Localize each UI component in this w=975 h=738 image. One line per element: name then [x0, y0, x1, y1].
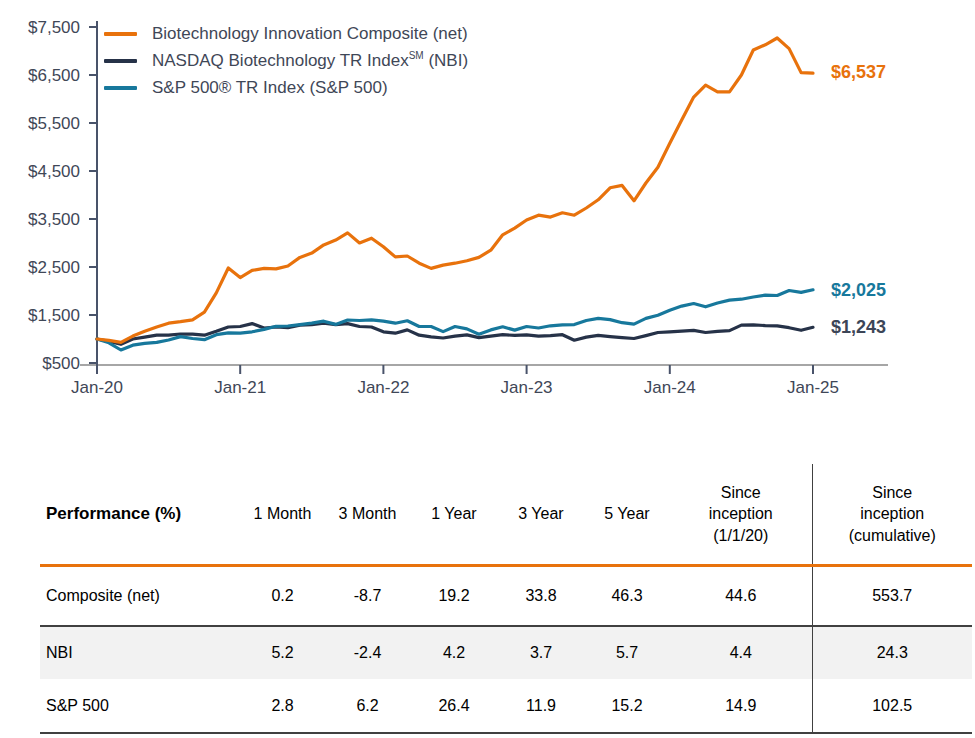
col-header-5-year: 5 Year: [584, 464, 670, 566]
x-axis-label: Jan-21: [214, 378, 266, 397]
legend-item-composite: Biotechnology Innovation Composite (net): [104, 20, 468, 47]
x-axis-label: Jan-22: [357, 378, 409, 397]
table-row-composite: Composite (net) 0.2 -8.7 19.2 33.8 46.3 …: [40, 566, 972, 627]
cell-sp500-cumulative: 102.5: [812, 679, 972, 733]
y-axis-label: $6,500: [28, 66, 80, 85]
cell-sp500-1-year: 26.4: [410, 679, 498, 733]
y-axis-label: $4,500: [28, 162, 80, 181]
y-axis-label: $2,500: [28, 258, 80, 277]
table-header-row: Performance (%) 1 Month 3 Month 1 Year 3…: [40, 464, 972, 566]
col-header-1-year: 1 Year: [410, 464, 498, 566]
legend-label-nbi: NASDAQ Biotechnology TR IndexSM (NBI): [152, 51, 468, 71]
cell-composite-1-year: 19.2: [410, 566, 498, 627]
row-label-nbi: NBI: [40, 626, 240, 679]
composite-line-swatch: [104, 32, 137, 36]
performance-table-section: Performance (%) 1 Month 3 Month 1 Year 3…: [40, 464, 972, 734]
cell-sp500-3-year: 11.9: [498, 679, 584, 733]
y-axis-label: $3,500: [28, 210, 80, 229]
y-axis-label: $7,500: [28, 18, 80, 37]
cell-composite-1-month: 0.2: [240, 566, 325, 627]
cell-composite-since-inception: 44.6: [670, 566, 812, 627]
x-axis-label: Jan-25: [787, 378, 839, 397]
cell-nbi-1-month: 5.2: [240, 626, 325, 679]
cell-sp500-1-month: 2.8: [240, 679, 325, 733]
cell-sp500-5-year: 15.2: [584, 679, 670, 733]
y-axis-label: $5,500: [28, 114, 80, 133]
sp500-end-value-label: $2,025: [831, 280, 886, 301]
performance-table-title: Performance (%): [40, 464, 240, 566]
nbi-line-swatch: [104, 59, 137, 63]
cell-nbi-cumulative: 24.3: [812, 626, 972, 679]
cell-nbi-3-year: 3.7: [498, 626, 584, 679]
legend-item-sp500: S&P 500® TR Index (S&P 500): [104, 74, 468, 101]
cell-sp500-3-month: 6.2: [325, 679, 410, 733]
nbi-end-value-label: $1,243: [831, 317, 886, 338]
col-header-3-month: 3 Month: [325, 464, 410, 566]
chart-legend: Biotechnology Innovation Composite (net)…: [104, 20, 468, 101]
x-axis-label: Jan-20: [71, 378, 123, 397]
cell-composite-3-month: -8.7: [325, 566, 410, 627]
growth-of-1000-chart: Jan-20 Jan-21 Jan-22 Jan-23 Jan-24 Jan-25 $500…: [0, 0, 975, 420]
col-header-3-year: 3 Year: [498, 464, 584, 566]
cell-nbi-1-year: 4.2: [410, 626, 498, 679]
performance-table: Performance (%) 1 Month 3 Month 1 Year 3…: [40, 464, 972, 734]
table-row-nbi: NBI 5.2 -2.4 4.2 3.7 5.7 4.4 24.3: [40, 626, 972, 679]
sp500-line-swatch: [104, 86, 137, 90]
y-axis-label: $1,500: [28, 306, 80, 325]
x-axis-label: Jan-24: [644, 378, 696, 397]
composite-end-value-label: $6,537: [831, 62, 886, 83]
cell-nbi-3-month: -2.4: [325, 626, 410, 679]
y-axis-label: $500: [42, 354, 80, 373]
cell-nbi-5-year: 5.7: [584, 626, 670, 679]
cell-composite-5-year: 46.3: [584, 566, 670, 627]
cell-composite-3-year: 33.8: [498, 566, 584, 627]
legend-label-composite: Biotechnology Innovation Composite (net): [152, 24, 468, 44]
table-row-sp500: S&P 500 2.8 6.2 26.4 11.9 15.2 14.9 102.…: [40, 679, 972, 733]
col-header-1-month: 1 Month: [240, 464, 325, 566]
cell-sp500-since-inception: 14.9: [670, 679, 812, 733]
legend-item-nbi: NASDAQ Biotechnology TR IndexSM (NBI): [104, 47, 468, 74]
cell-composite-cumulative: 553.7: [812, 566, 972, 627]
col-header-since-inception-cumulative: Since inception (cumulative): [812, 464, 972, 566]
row-label-composite: Composite (net): [40, 566, 240, 627]
sp500-series-line: [97, 290, 813, 350]
cell-nbi-since-inception: 4.4: [670, 626, 812, 679]
x-axis-label: Jan-23: [501, 378, 553, 397]
col-header-since-inception: Since inception (1/1/20): [670, 464, 812, 566]
legend-label-sp500: S&P 500® TR Index (S&P 500): [152, 78, 388, 98]
row-label-sp500: S&P 500: [40, 679, 240, 733]
